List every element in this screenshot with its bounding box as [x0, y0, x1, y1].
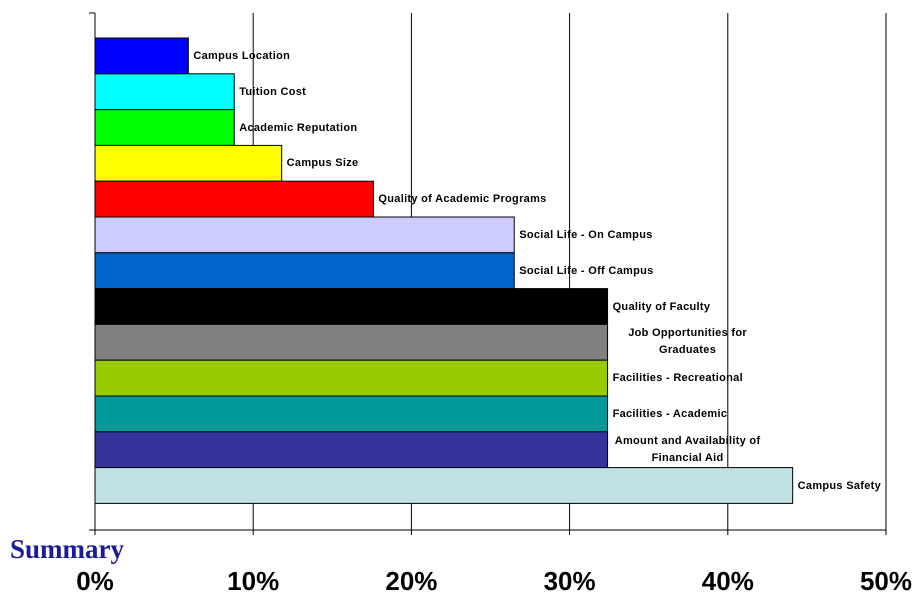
data-label: Campus Location: [193, 49, 291, 62]
bar: [94, 180, 374, 218]
bar: [94, 395, 609, 433]
data-label: Campus Size: [286, 157, 359, 170]
bar: [94, 288, 609, 325]
bar: [94, 323, 609, 361]
data-label: Job Opportunities for Graduates: [628, 327, 747, 357]
x-tick-label: 0%: [76, 566, 114, 596]
x-tick-label: 40%: [701, 566, 754, 596]
bar: [94, 216, 515, 254]
data-label: Academic Reputation: [239, 121, 358, 134]
data-label: Social Life - Off Campus: [519, 264, 654, 277]
bar: [94, 252, 515, 290]
data-label: Social Life - On Campus: [519, 228, 653, 241]
x-tick-label: 10%: [227, 566, 280, 596]
bar: [94, 359, 609, 397]
data-label: Facilities - Recreational: [612, 372, 743, 385]
data-label: Facilities - Academic: [612, 407, 728, 420]
data-label: Quality of Faculty: [612, 300, 711, 313]
bar: [94, 467, 794, 504]
data-label: Quality of Academic Programs: [378, 193, 547, 206]
bar: [94, 144, 283, 182]
x-tick-label: 30%: [543, 566, 596, 596]
data-label: Amount and Availability of Financial Aid: [614, 434, 761, 464]
bar: [94, 73, 235, 111]
bar: [94, 431, 609, 469]
x-tick-label: 20%: [385, 566, 438, 596]
data-label: Campus Safety: [797, 479, 882, 492]
data-label: Tuition Cost: [239, 85, 307, 98]
bar: [94, 109, 235, 146]
bar: [94, 37, 189, 75]
x-tick-label: 50%: [859, 566, 913, 596]
annotation: Summary: [10, 534, 124, 564]
